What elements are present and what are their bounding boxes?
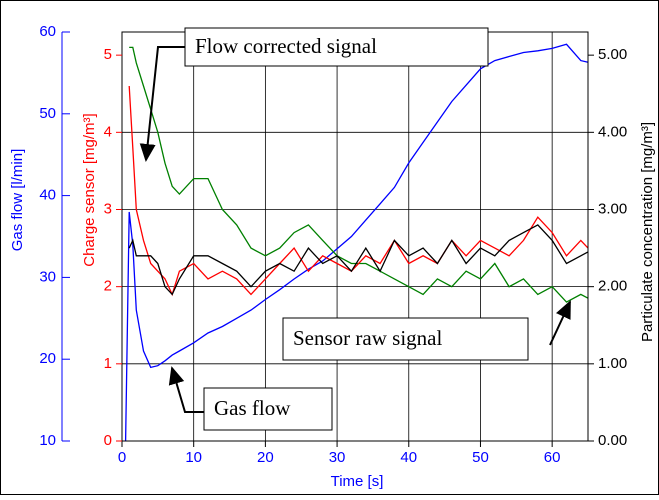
x-tick-label: 20 xyxy=(257,449,274,466)
annotation: Gas flow xyxy=(214,396,291,420)
y2-tick-label: 4.00 xyxy=(598,123,627,140)
annotation-box xyxy=(184,27,489,67)
y2-axis-title: Particulate concentration [mg/m³] xyxy=(639,122,656,342)
x-tick-label: 50 xyxy=(472,449,489,466)
y2-tick-label: 5.00 xyxy=(598,46,627,63)
arrow xyxy=(139,46,185,162)
y3-tick-label: 4 xyxy=(104,123,112,140)
y2-tick-label: 2.00 xyxy=(598,278,627,295)
annotation-box xyxy=(282,317,529,361)
x-tick-label: 10 xyxy=(185,449,202,466)
y3-tick-label: 0 xyxy=(104,432,112,449)
y2-tick-label: 3.00 xyxy=(598,200,627,217)
series-line xyxy=(128,224,589,296)
arrow xyxy=(549,300,571,346)
arrow xyxy=(168,366,204,413)
y3-axis-title: Charge sensor [mg/m³] xyxy=(81,113,98,266)
y-tick-label: 10 xyxy=(39,432,56,449)
y-axis-title: Gas flow [l/min] xyxy=(9,149,26,252)
y2-tick-label: 0.00 xyxy=(598,432,627,449)
x-tick-label: 0 xyxy=(118,449,126,466)
y3-tick-label: 5 xyxy=(104,46,112,63)
y3-tick-label: 2 xyxy=(104,278,112,295)
annotation: Sensor raw signal xyxy=(293,326,442,350)
x-tick-label: 40 xyxy=(400,449,417,466)
y-tick-label: 60 xyxy=(39,23,56,40)
y-tick-label: 20 xyxy=(39,350,56,367)
x-axis-title: Time [s] xyxy=(331,473,384,490)
x-tick-label: 30 xyxy=(329,449,346,466)
y3-tick-label: 1 xyxy=(104,355,112,372)
y-tick-label: 30 xyxy=(39,268,56,285)
y2-tick-label: 1.00 xyxy=(598,355,627,372)
annotation: Flow corrected signal xyxy=(195,34,377,58)
series-line xyxy=(124,43,589,442)
x-tick-label: 60 xyxy=(544,449,561,466)
annotations: Flow corrected signal Sensor raw signal … xyxy=(139,27,571,431)
y-tick-label: 40 xyxy=(39,187,56,204)
annotation-box xyxy=(203,387,333,431)
y3-tick-label: 3 xyxy=(104,200,112,217)
series-line xyxy=(129,46,589,303)
y-tick-label: 50 xyxy=(39,105,56,122)
